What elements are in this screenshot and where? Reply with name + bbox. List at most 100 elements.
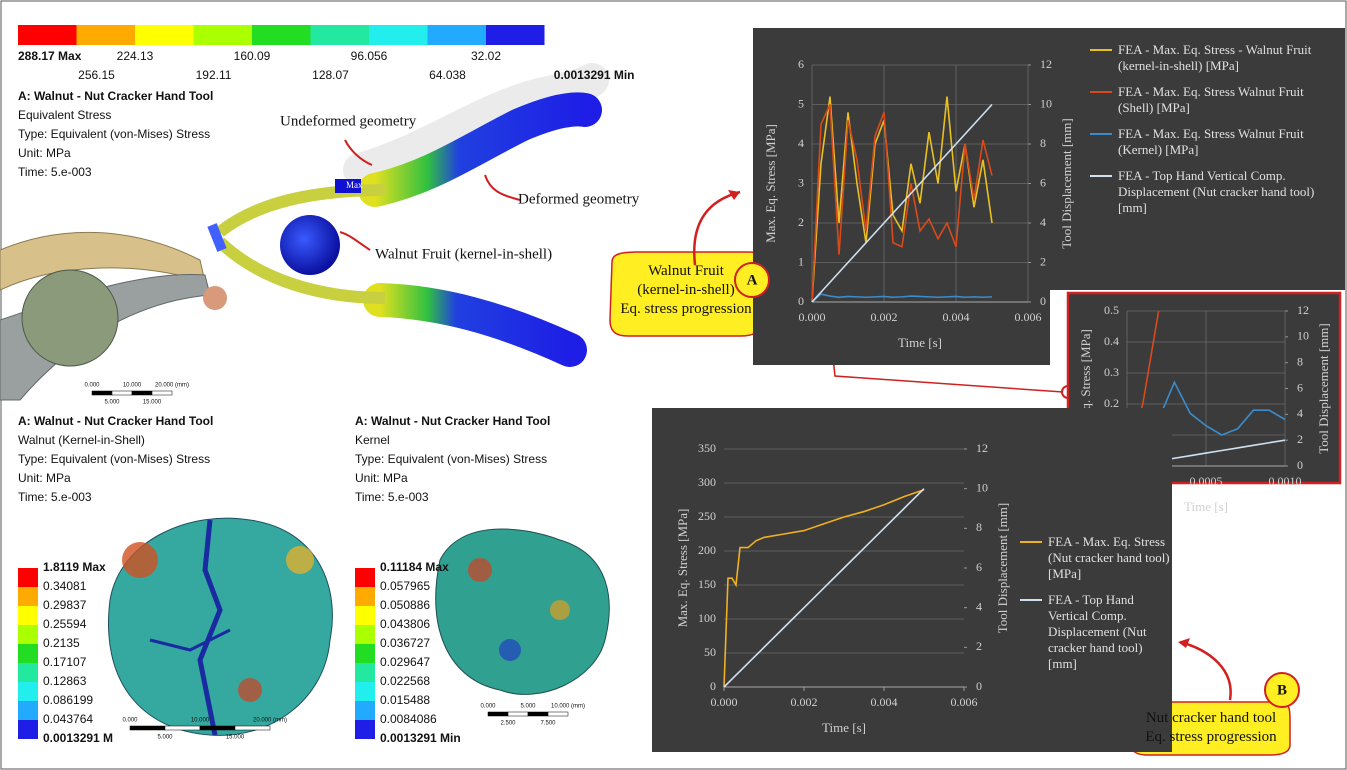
y2-tick-label: 6: [1297, 380, 1303, 394]
legend-label: 0.086199: [43, 693, 93, 707]
x-tick-label: 0.002: [871, 310, 898, 324]
legend-label: 0.25594: [43, 617, 87, 631]
color-band: [18, 587, 38, 606]
scale-bar-label: 0.000: [480, 704, 496, 710]
y2-tick-label: 10: [976, 480, 988, 494]
y-tick-label: 0.2: [1104, 396, 1119, 410]
y2-tick-label: 0: [976, 679, 982, 693]
x-tick-label: 0.006: [1015, 310, 1042, 324]
y-tick-label: 2: [798, 215, 804, 229]
legend-swatch: [1090, 49, 1112, 51]
scale-bar-seg: [488, 712, 508, 716]
scale-bar-label: 10.000: [191, 718, 210, 724]
color-band: [135, 25, 194, 45]
y-tick-label: 0.4: [1104, 334, 1119, 348]
legend-label: 0.0013291 Min: [380, 731, 461, 745]
y-tick-label: 0.3: [1104, 365, 1119, 379]
legend-label: FEA - Top Hand Vertical Comp. Displaceme…: [1118, 168, 1335, 216]
callout-line: Nut cracker hand tool: [1132, 709, 1290, 728]
scale-bar-label: 20.000 (mm): [253, 718, 287, 724]
legend-swatch: [1020, 599, 1042, 601]
color-band: [18, 663, 38, 682]
color-band: [18, 568, 38, 587]
legend-item: FEA - Top Hand Vertical Comp. Displaceme…: [1020, 592, 1170, 672]
scale-bar-label: 20.000 (mm): [155, 383, 189, 389]
x-axis-title: Time [s]: [822, 720, 866, 735]
y-tick-label: 250: [698, 509, 716, 523]
scale-bar-seg: [112, 391, 132, 395]
y-tick-label: 1: [798, 254, 804, 268]
panel-line: Unit: MPa: [18, 471, 71, 485]
color-band: [355, 701, 375, 720]
scale-bar-seg: [165, 726, 200, 730]
figure: 288.17 Max224.13160.0996.05632.02256.151…: [0, 0, 1347, 770]
panel-title: A: Walnut - Nut Cracker Hand Tool: [18, 414, 213, 428]
color-band: [18, 644, 38, 663]
y-axis-title: Max. Eq. Stress [MPa]: [675, 509, 690, 628]
legend-label: 0.043806: [380, 617, 430, 631]
x-tick-label: 0.006: [951, 695, 978, 709]
legend-label: 0.022568: [380, 674, 430, 688]
y-tick-label: 6: [798, 57, 804, 71]
y2-tick-label: 2: [976, 639, 982, 653]
x-tick-label: 0.000: [799, 310, 826, 324]
color-band: [428, 25, 487, 45]
y2-tick-label: 8: [1297, 354, 1303, 368]
panel-line: Time: 5.e-003: [18, 490, 92, 504]
panel-line: Equivalent Stress: [18, 108, 111, 122]
y2-tick-label: 8: [1040, 136, 1046, 150]
color-band: [355, 644, 375, 663]
x-tick-label: 0.004: [871, 695, 898, 709]
x-axis-title: Time [s]: [1184, 499, 1228, 514]
annotation: Deformed geometry: [518, 191, 640, 207]
photo-nutcracker: [0, 232, 227, 400]
color-band: [18, 25, 77, 45]
panel-line: Type: Equivalent (von-Mises) Stress: [355, 452, 547, 466]
legend-label: FEA - Top Hand Vertical Comp. Displaceme…: [1048, 592, 1170, 672]
scale-label: 288.17 Max: [18, 49, 82, 63]
panel-line: Walnut (Kernel-in-Shell): [18, 433, 145, 447]
y-tick-label: 3: [798, 175, 804, 189]
scale-bar-label: 5.000: [520, 704, 536, 710]
scale-bar-label: 10.000: [123, 383, 142, 389]
color-band: [355, 663, 375, 682]
color-band: [355, 587, 375, 606]
scale-label: 128.07: [312, 68, 349, 82]
callout-line: Eq. stress progression: [612, 300, 760, 319]
scale-bar-label: 2.500: [500, 721, 516, 727]
y-tick-label: 0: [710, 679, 716, 693]
annotation: Walnut Fruit (kernel-in-shell): [375, 246, 552, 262]
panel-line: Type: Equivalent (von-Mises) Stress: [18, 127, 210, 141]
color-band: [355, 682, 375, 701]
x-tick-label: 0.004: [943, 310, 970, 324]
y2-tick-label: 4: [976, 599, 982, 613]
color-band: [77, 25, 136, 45]
scale-label: 96.056: [351, 49, 388, 63]
y2-tick-label: 8: [976, 520, 982, 534]
legend-label: FEA - Max. Eq. Stress Walnut Fruit (Kern…: [1118, 126, 1335, 158]
callout-text: Walnut Fruit(kernel-in-shell)Eq. stress …: [612, 262, 760, 319]
legend-label: 0.11184 Max: [380, 560, 449, 574]
y-tick-label: 0: [798, 294, 804, 308]
scale-bar-label: 7.500: [540, 721, 556, 727]
legend-item: FEA - Max. Eq. Stress (Nut cracker hand …: [1020, 534, 1170, 582]
legend-item: FEA - Max. Eq. Stress Walnut Fruit (Kern…: [1090, 126, 1335, 158]
annotation: Undeformed geometry: [280, 113, 417, 129]
x-tick-label: 0.000: [711, 695, 738, 709]
callout-line: Eq. stress progression: [1132, 728, 1290, 747]
color-band: [18, 682, 38, 701]
scale-label: 256.15: [78, 68, 115, 82]
y2-tick-label: 12: [1040, 57, 1052, 71]
legend-label: 0.29837: [43, 598, 87, 612]
legend-item: FEA - Max. Eq. Stress - Walnut Fruit (ke…: [1090, 42, 1335, 74]
y2-axis-title: Tool Displacement [mm]: [995, 503, 1010, 634]
y2-tick-label: 2: [1040, 254, 1046, 268]
panel-line: Time: 5.e-003: [18, 165, 92, 179]
color-band: [486, 25, 545, 45]
legend-label: 0.0084086: [380, 712, 437, 726]
scale-label: 160.09: [234, 49, 271, 63]
callout-text: Nut cracker hand toolEq. stress progress…: [1132, 709, 1290, 747]
scale-label: 192.11: [196, 68, 232, 82]
scale-bar-seg: [132, 391, 152, 395]
color-band: [252, 25, 311, 45]
